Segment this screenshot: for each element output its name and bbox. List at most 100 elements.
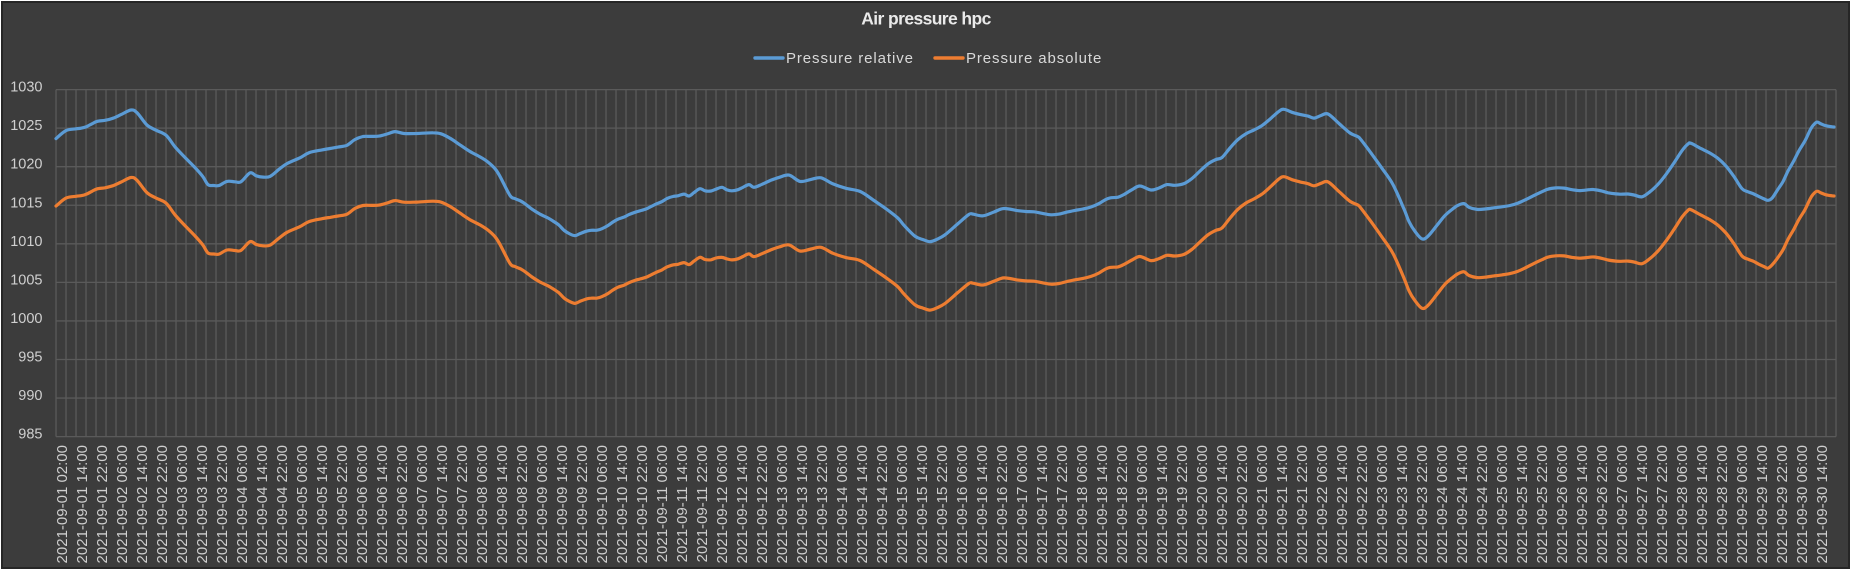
svg-text:2021-09-08 22:00: 2021-09-08 22:00	[514, 445, 531, 563]
svg-text:1030: 1030	[10, 80, 42, 96]
svg-text:2021-09-02 22:00: 2021-09-02 22:00	[154, 445, 171, 563]
svg-text:2021-09-26 14:00: 2021-09-26 14:00	[1574, 445, 1591, 563]
svg-text:2021-09-08 14:00: 2021-09-08 14:00	[494, 445, 511, 563]
svg-text:2021-09-19 22:00: 2021-09-19 22:00	[1174, 445, 1191, 563]
svg-text:1015: 1015	[10, 195, 42, 211]
svg-text:2021-09-28 14:00: 2021-09-28 14:00	[1694, 445, 1711, 563]
svg-text:2021-09-14 14:00: 2021-09-14 14:00	[854, 445, 871, 563]
svg-text:2021-09-21 22:00: 2021-09-21 22:00	[1294, 445, 1311, 563]
svg-text:2021-09-15 14:00: 2021-09-15 14:00	[914, 445, 931, 563]
svg-text:2021-09-11 14:00: 2021-09-11 14:00	[674, 445, 691, 562]
svg-text:1000: 1000	[10, 311, 42, 327]
svg-text:2021-09-26 22:00: 2021-09-26 22:00	[1594, 445, 1611, 563]
svg-text:2021-09-18 14:00: 2021-09-18 14:00	[1094, 445, 1111, 563]
svg-text:2021-09-12 14:00: 2021-09-12 14:00	[734, 445, 751, 563]
svg-text:2021-09-24 06:00: 2021-09-24 06:00	[1434, 445, 1451, 563]
svg-text:2021-09-14 06:00: 2021-09-14 06:00	[834, 445, 851, 563]
svg-text:1020: 1020	[10, 157, 42, 173]
svg-text:2021-09-02 06:00: 2021-09-02 06:00	[114, 445, 131, 563]
svg-text:1010: 1010	[10, 234, 42, 250]
svg-text:2021-09-21 14:00: 2021-09-21 14:00	[1274, 445, 1291, 563]
svg-text:2021-09-17 06:00: 2021-09-17 06:00	[1014, 445, 1031, 563]
svg-text:2021-09-22 14:00: 2021-09-22 14:00	[1334, 445, 1351, 563]
svg-text:2021-09-25 06:00: 2021-09-25 06:00	[1494, 445, 1511, 563]
svg-text:2021-09-20 06:00: 2021-09-20 06:00	[1194, 445, 1211, 563]
svg-text:995: 995	[18, 350, 42, 366]
svg-text:2021-09-12 22:00: 2021-09-12 22:00	[754, 445, 771, 563]
svg-text:2021-09-07 14:00: 2021-09-07 14:00	[434, 445, 451, 563]
svg-text:2021-09-28 22:00: 2021-09-28 22:00	[1714, 445, 1731, 563]
svg-text:2021-09-17 14:00: 2021-09-17 14:00	[1034, 445, 1051, 563]
svg-text:2021-09-14 22:00: 2021-09-14 22:00	[874, 445, 891, 563]
svg-text:2021-09-24 22:00: 2021-09-24 22:00	[1474, 445, 1491, 563]
svg-text:2021-09-04 14:00: 2021-09-04 14:00	[254, 445, 271, 563]
svg-text:2021-09-26 06:00: 2021-09-26 06:00	[1554, 445, 1571, 563]
svg-text:2021-09-28 06:00: 2021-09-28 06:00	[1674, 445, 1691, 563]
svg-text:2021-09-06 22:00: 2021-09-06 22:00	[394, 445, 411, 563]
svg-text:2021-09-13 06:00: 2021-09-13 06:00	[774, 445, 791, 563]
svg-text:2021-09-03 14:00: 2021-09-03 14:00	[194, 445, 211, 563]
svg-text:2021-09-29 22:00: 2021-09-29 22:00	[1774, 445, 1791, 563]
svg-text:2021-09-19 06:00: 2021-09-19 06:00	[1134, 445, 1151, 563]
svg-text:2021-09-23 22:00: 2021-09-23 22:00	[1414, 445, 1431, 563]
svg-text:2021-09-16 22:00: 2021-09-16 22:00	[994, 445, 1011, 563]
svg-text:2021-09-05 06:00: 2021-09-05 06:00	[294, 445, 311, 563]
svg-text:2021-09-11 06:00: 2021-09-11 06:00	[654, 445, 671, 562]
svg-text:2021-09-09 22:00: 2021-09-09 22:00	[574, 445, 591, 563]
svg-text:2021-09-25 14:00: 2021-09-25 14:00	[1514, 445, 1531, 563]
svg-text:2021-09-15 22:00: 2021-09-15 22:00	[934, 445, 951, 563]
svg-text:2021-09-07 22:00: 2021-09-07 22:00	[454, 445, 471, 563]
svg-text:2021-09-16 14:00: 2021-09-16 14:00	[974, 445, 991, 563]
svg-text:2021-09-25 22:00: 2021-09-25 22:00	[1534, 445, 1551, 563]
svg-text:2021-09-01 02:00: 2021-09-01 02:00	[54, 445, 71, 563]
svg-text:985: 985	[18, 427, 42, 443]
svg-text:2021-09-22 22:00: 2021-09-22 22:00	[1354, 445, 1371, 563]
svg-text:2021-09-11 22:00: 2021-09-11 22:00	[694, 445, 711, 562]
svg-text:2021-09-09 14:00: 2021-09-09 14:00	[554, 445, 571, 563]
svg-text:2021-09-05 14:00: 2021-09-05 14:00	[314, 445, 331, 563]
svg-text:2021-09-23 14:00: 2021-09-23 14:00	[1394, 445, 1411, 563]
svg-text:Air pressure hpc: Air pressure hpc	[861, 8, 991, 28]
svg-text:2021-09-16 06:00: 2021-09-16 06:00	[954, 445, 971, 563]
svg-text:2021-09-13 22:00: 2021-09-13 22:00	[814, 445, 831, 563]
svg-text:2021-09-17 22:00: 2021-09-17 22:00	[1054, 445, 1071, 563]
svg-text:2021-09-15 06:00: 2021-09-15 06:00	[894, 445, 911, 563]
svg-text:2021-09-29 14:00: 2021-09-29 14:00	[1754, 445, 1771, 563]
svg-text:2021-09-04 06:00: 2021-09-04 06:00	[234, 445, 251, 563]
svg-text:2021-09-29 06:00: 2021-09-29 06:00	[1734, 445, 1751, 563]
svg-text:2021-09-30 14:00: 2021-09-30 14:00	[1814, 445, 1831, 563]
svg-text:2021-09-10 22:00: 2021-09-10 22:00	[634, 445, 651, 563]
svg-text:2021-09-07 06:00: 2021-09-07 06:00	[414, 445, 431, 563]
svg-text:2021-09-10 06:00: 2021-09-10 06:00	[594, 445, 611, 563]
svg-text:2021-09-27 14:00: 2021-09-27 14:00	[1634, 445, 1651, 563]
svg-text:2021-09-12 06:00: 2021-09-12 06:00	[714, 445, 731, 563]
svg-text:2021-09-03 06:00: 2021-09-03 06:00	[174, 445, 191, 563]
svg-text:2021-09-10 14:00: 2021-09-10 14:00	[614, 445, 631, 563]
svg-text:2021-09-03 22:00: 2021-09-03 22:00	[214, 445, 231, 563]
svg-text:2021-09-21 06:00: 2021-09-21 06:00	[1254, 445, 1271, 563]
svg-text:2021-09-23 06:00: 2021-09-23 06:00	[1374, 445, 1391, 563]
svg-text:2021-09-06 06:00: 2021-09-06 06:00	[354, 445, 371, 563]
svg-text:2021-09-04 22:00: 2021-09-04 22:00	[274, 445, 291, 563]
svg-text:2021-09-05 22:00: 2021-09-05 22:00	[334, 445, 351, 563]
svg-text:2021-09-02 14:00: 2021-09-02 14:00	[134, 445, 151, 563]
svg-text:2021-09-30 06:00: 2021-09-30 06:00	[1794, 445, 1811, 563]
svg-text:2021-09-01 22:00: 2021-09-01 22:00	[94, 445, 111, 563]
svg-text:2021-09-27 06:00: 2021-09-27 06:00	[1614, 445, 1631, 563]
svg-text:2021-09-01 14:00: 2021-09-01 14:00	[74, 445, 91, 563]
svg-text:2021-09-06 14:00: 2021-09-06 14:00	[374, 445, 391, 563]
svg-text:2021-09-27 22:00: 2021-09-27 22:00	[1654, 445, 1671, 563]
svg-text:2021-09-22 06:00: 2021-09-22 06:00	[1314, 445, 1331, 563]
svg-text:Pressure relative: Pressure relative	[786, 50, 914, 67]
svg-text:2021-09-13 14:00: 2021-09-13 14:00	[794, 445, 811, 563]
svg-text:2021-09-20 14:00: 2021-09-20 14:00	[1214, 445, 1231, 563]
svg-text:2021-09-09 06:00: 2021-09-09 06:00	[534, 445, 551, 563]
svg-text:2021-09-18 22:00: 2021-09-18 22:00	[1114, 445, 1131, 563]
svg-text:2021-09-20 22:00: 2021-09-20 22:00	[1234, 445, 1251, 563]
svg-text:2021-09-18 06:00: 2021-09-18 06:00	[1074, 445, 1091, 563]
svg-text:2021-09-19 14:00: 2021-09-19 14:00	[1154, 445, 1171, 563]
svg-text:2021-09-24 14:00: 2021-09-24 14:00	[1454, 445, 1471, 563]
svg-text:1025: 1025	[10, 118, 42, 134]
svg-text:1005: 1005	[10, 272, 42, 288]
svg-text:2021-09-08 06:00: 2021-09-08 06:00	[474, 445, 491, 563]
